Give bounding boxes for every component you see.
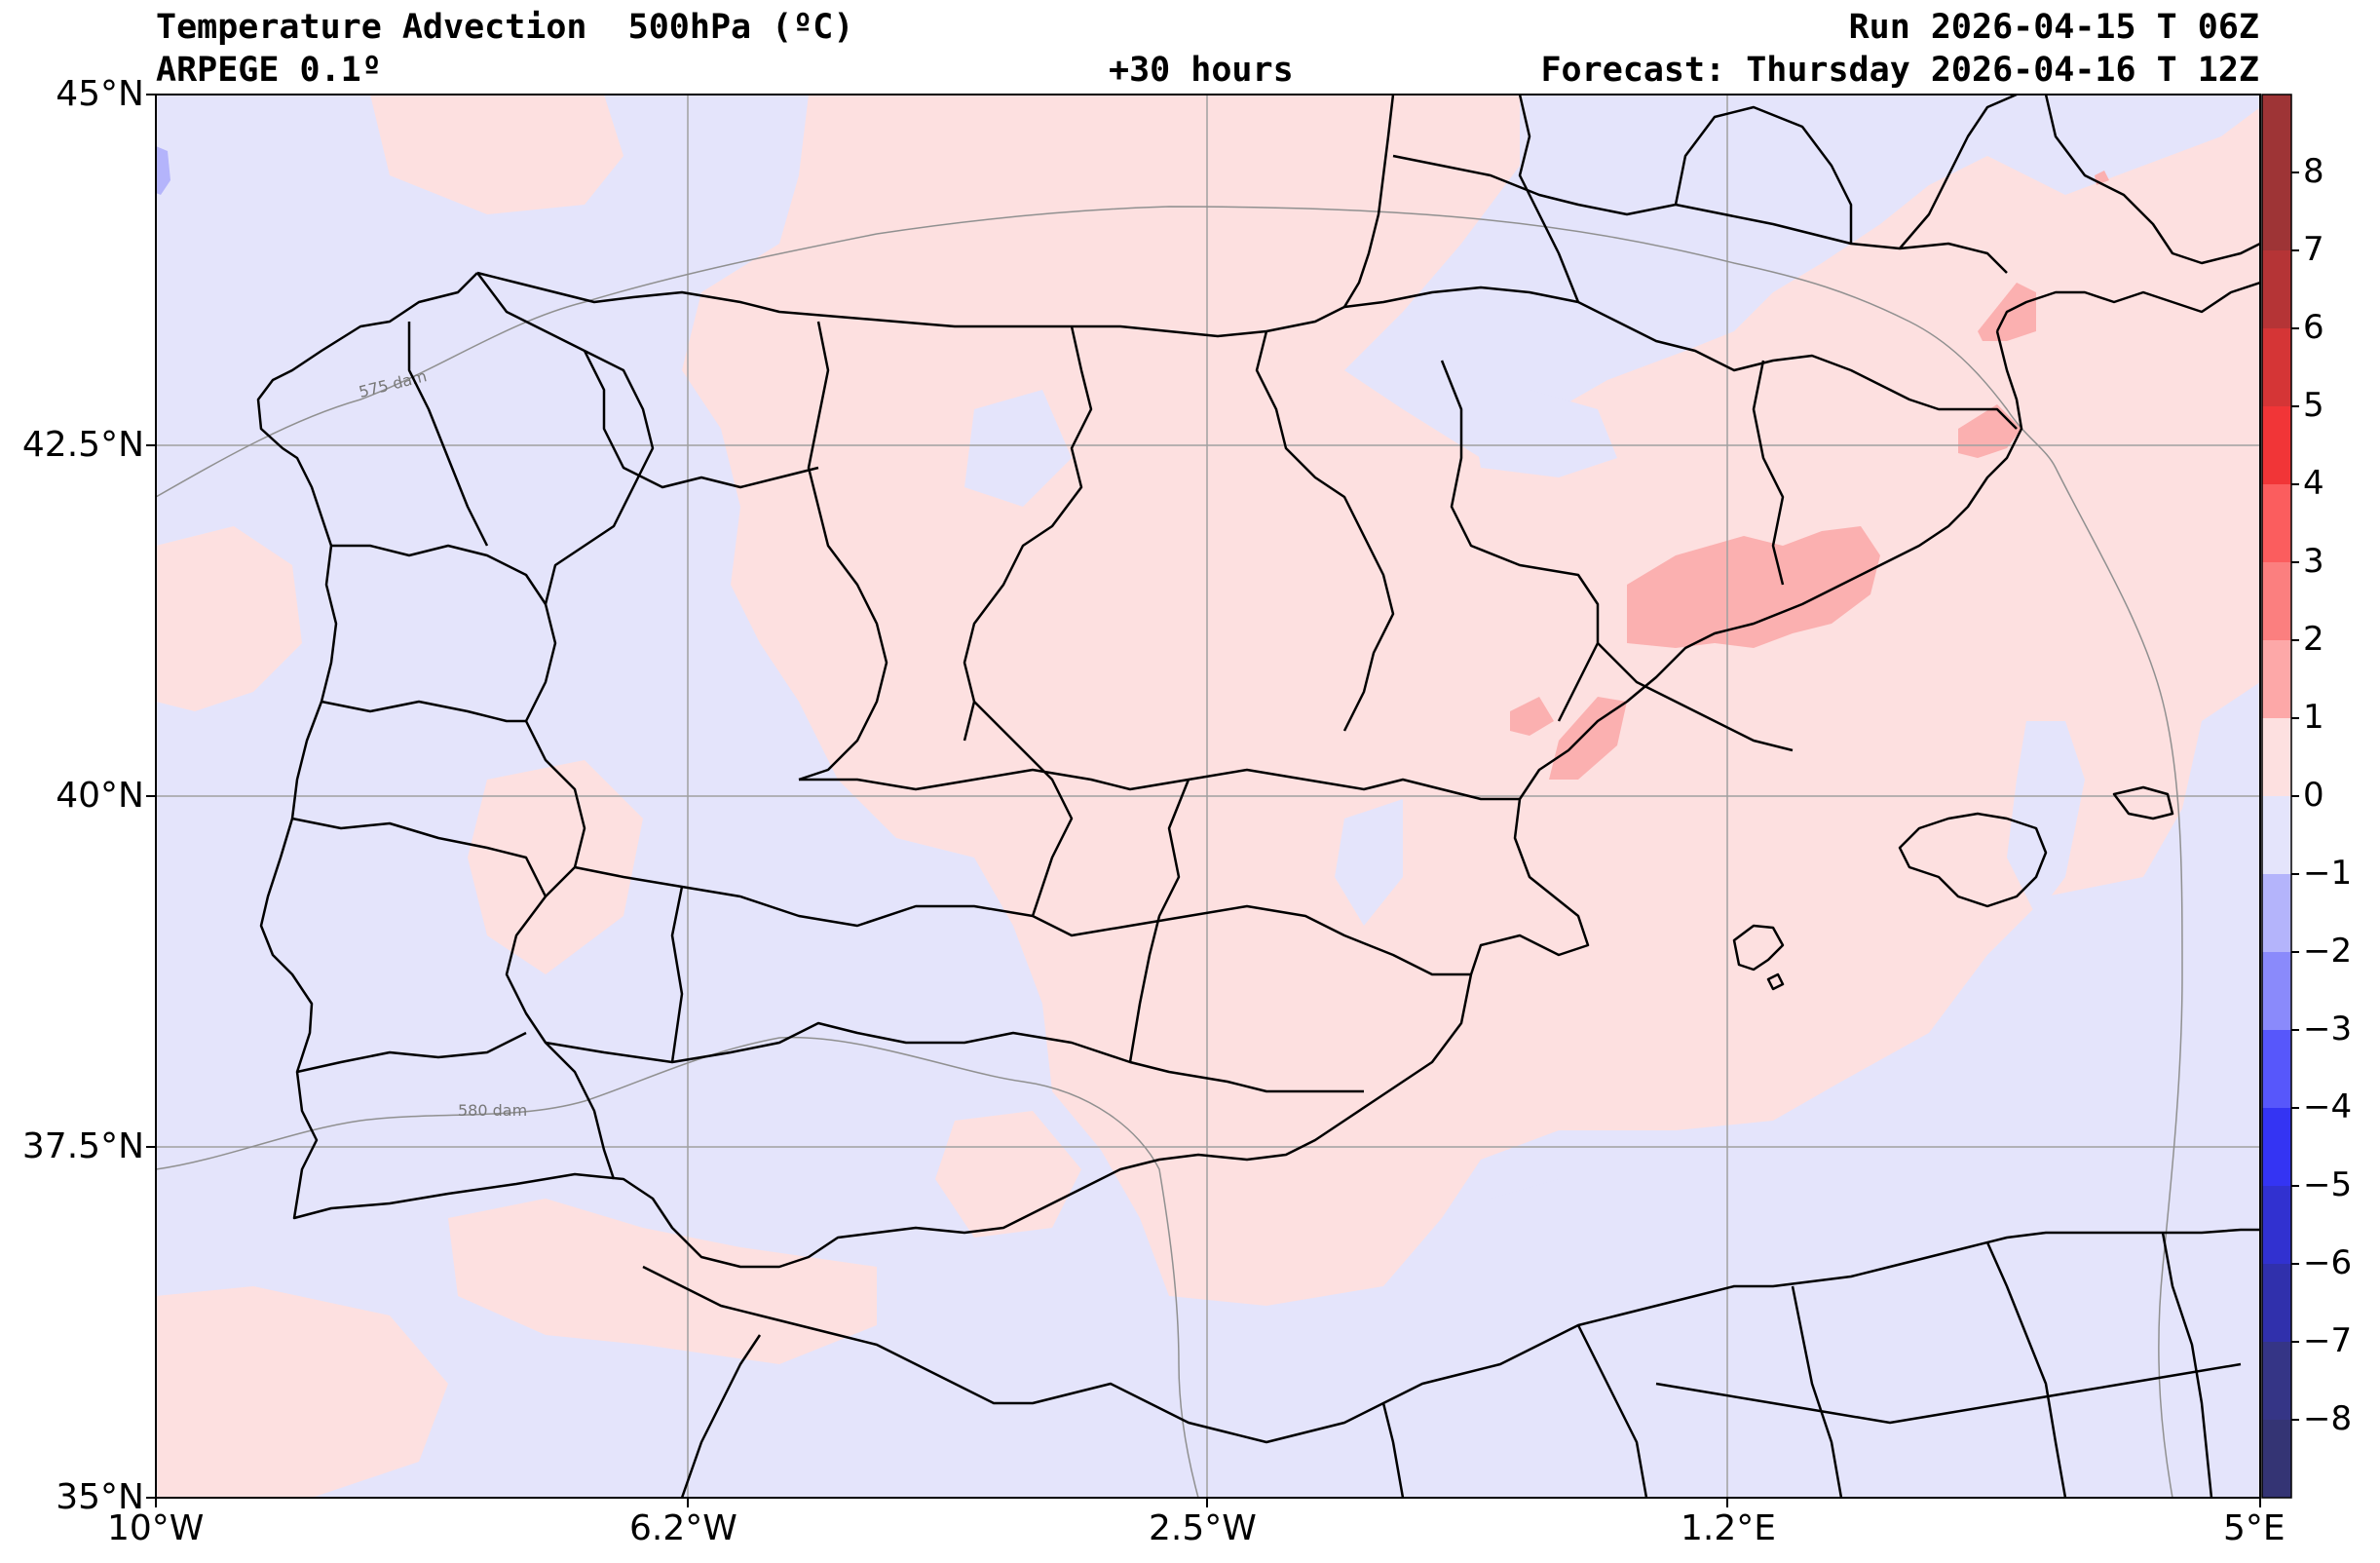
lat-tick-label: 42.5°N <box>21 425 144 465</box>
colorbar-bin <box>2262 874 2291 953</box>
colorbar-tick-label: 3 <box>2303 542 2324 581</box>
colorbar-tick-label: 1 <box>2303 698 2324 737</box>
colorbar-bin <box>2262 562 2291 641</box>
strong-positive-area <box>1510 697 1554 736</box>
lat-tick-label: 37.5°N <box>21 1126 144 1166</box>
negative-advection-area <box>1335 799 1403 926</box>
colorbar-bin <box>2262 484 2291 563</box>
colorbar-bin <box>2262 250 2291 329</box>
lat-tick-label: 35°N <box>56 1477 144 1517</box>
negative-advection-area <box>2007 721 2085 916</box>
colorbar-tick-label: 7 <box>2303 230 2324 269</box>
colorbar-bin <box>2262 406 2291 485</box>
positive-advection-area <box>156 1286 448 1498</box>
colorbar-bin <box>2262 1108 2291 1187</box>
colorbar-tick-label: −3 <box>2303 1010 2353 1048</box>
colorbar-bin <box>2262 95 2291 173</box>
graticule <box>156 95 2260 1498</box>
lon-tick-label: 5°E <box>2223 1508 2286 1548</box>
lon-tick-label: 6.2°W <box>629 1508 737 1548</box>
map-title: Temperature Advection 500hPa (ºC) <box>156 8 854 47</box>
colorbar-bin <box>2262 796 2291 875</box>
lon-tick-label: 10°W <box>107 1508 205 1548</box>
negative-advection-area <box>1471 390 1617 477</box>
positive-advection-area <box>156 526 302 711</box>
colorbar-bin <box>2262 1264 2291 1343</box>
colorbar-bin <box>2262 172 2291 251</box>
colorbar-tick-label: −1 <box>2303 854 2353 893</box>
colorbar-tick-label: −2 <box>2303 932 2353 971</box>
lat-tick-label: 40°N <box>56 776 144 816</box>
lon-tick-label: 2.5°W <box>1149 1508 1257 1548</box>
colorbar-tick-label: 2 <box>2303 620 2324 659</box>
strong-positive-area <box>1627 526 1880 648</box>
balearic-islands <box>1898 812 2048 908</box>
lon-tick-label: 1.2°E <box>1681 1508 1776 1548</box>
colorbar-bin <box>2262 1186 2291 1265</box>
colorbar-tick-label: −4 <box>2303 1087 2353 1126</box>
colorbar-bin <box>2262 718 2291 797</box>
forecast-time: Forecast: Thursday 2026-04-16 T 12Z <box>1540 51 2259 90</box>
colorbar-tick-label: 6 <box>2303 308 2324 347</box>
strong-positive-area <box>1549 697 1627 780</box>
colorbar-tick-label: 5 <box>2303 386 2324 425</box>
colorbar-bin <box>2262 640 2291 719</box>
positive-advection-area <box>370 95 623 214</box>
borders <box>256 95 2260 1498</box>
colorbar-bin <box>2262 1030 2291 1109</box>
geopotential-contour <box>156 206 2183 1498</box>
colorbar-bin <box>2262 328 2291 407</box>
lat-tick-label: 45°N <box>56 74 144 114</box>
colorbar-bin <box>2262 1342 2291 1421</box>
negative-advection-area <box>1568 166 1695 253</box>
colorbar <box>2261 94 2299 1499</box>
contour-label-580: 580 dam <box>458 1101 527 1120</box>
colorbar-tick-label: −5 <box>2303 1165 2353 1204</box>
moderate-negative-area <box>156 146 170 195</box>
model-name: ARPEGE 0.1º <box>156 51 382 90</box>
positive-advection-area <box>468 760 643 974</box>
colorbar-tick-label: 8 <box>2303 152 2324 191</box>
negative-advection-area <box>964 390 1072 507</box>
lead-time: +30 hours <box>1109 51 1294 90</box>
run-time: Run 2026-04-15 T 06Z <box>1848 8 2259 47</box>
colorbar-bin <box>2262 1420 2291 1499</box>
colorbar-tick-label: 4 <box>2303 464 2324 503</box>
positive-advection-area <box>682 95 2260 1306</box>
positive-advection-area <box>448 1199 877 1364</box>
colorbar-tick-label: −8 <box>2303 1399 2353 1438</box>
colorbar-tick-label: 0 <box>2303 776 2324 815</box>
negative-advection-area <box>1481 1179 1588 1277</box>
colorbar-tick-label: −7 <box>2303 1321 2353 1360</box>
colorbar-tick-label: −6 <box>2303 1243 2353 1282</box>
colorbar-bin <box>2262 952 2291 1031</box>
